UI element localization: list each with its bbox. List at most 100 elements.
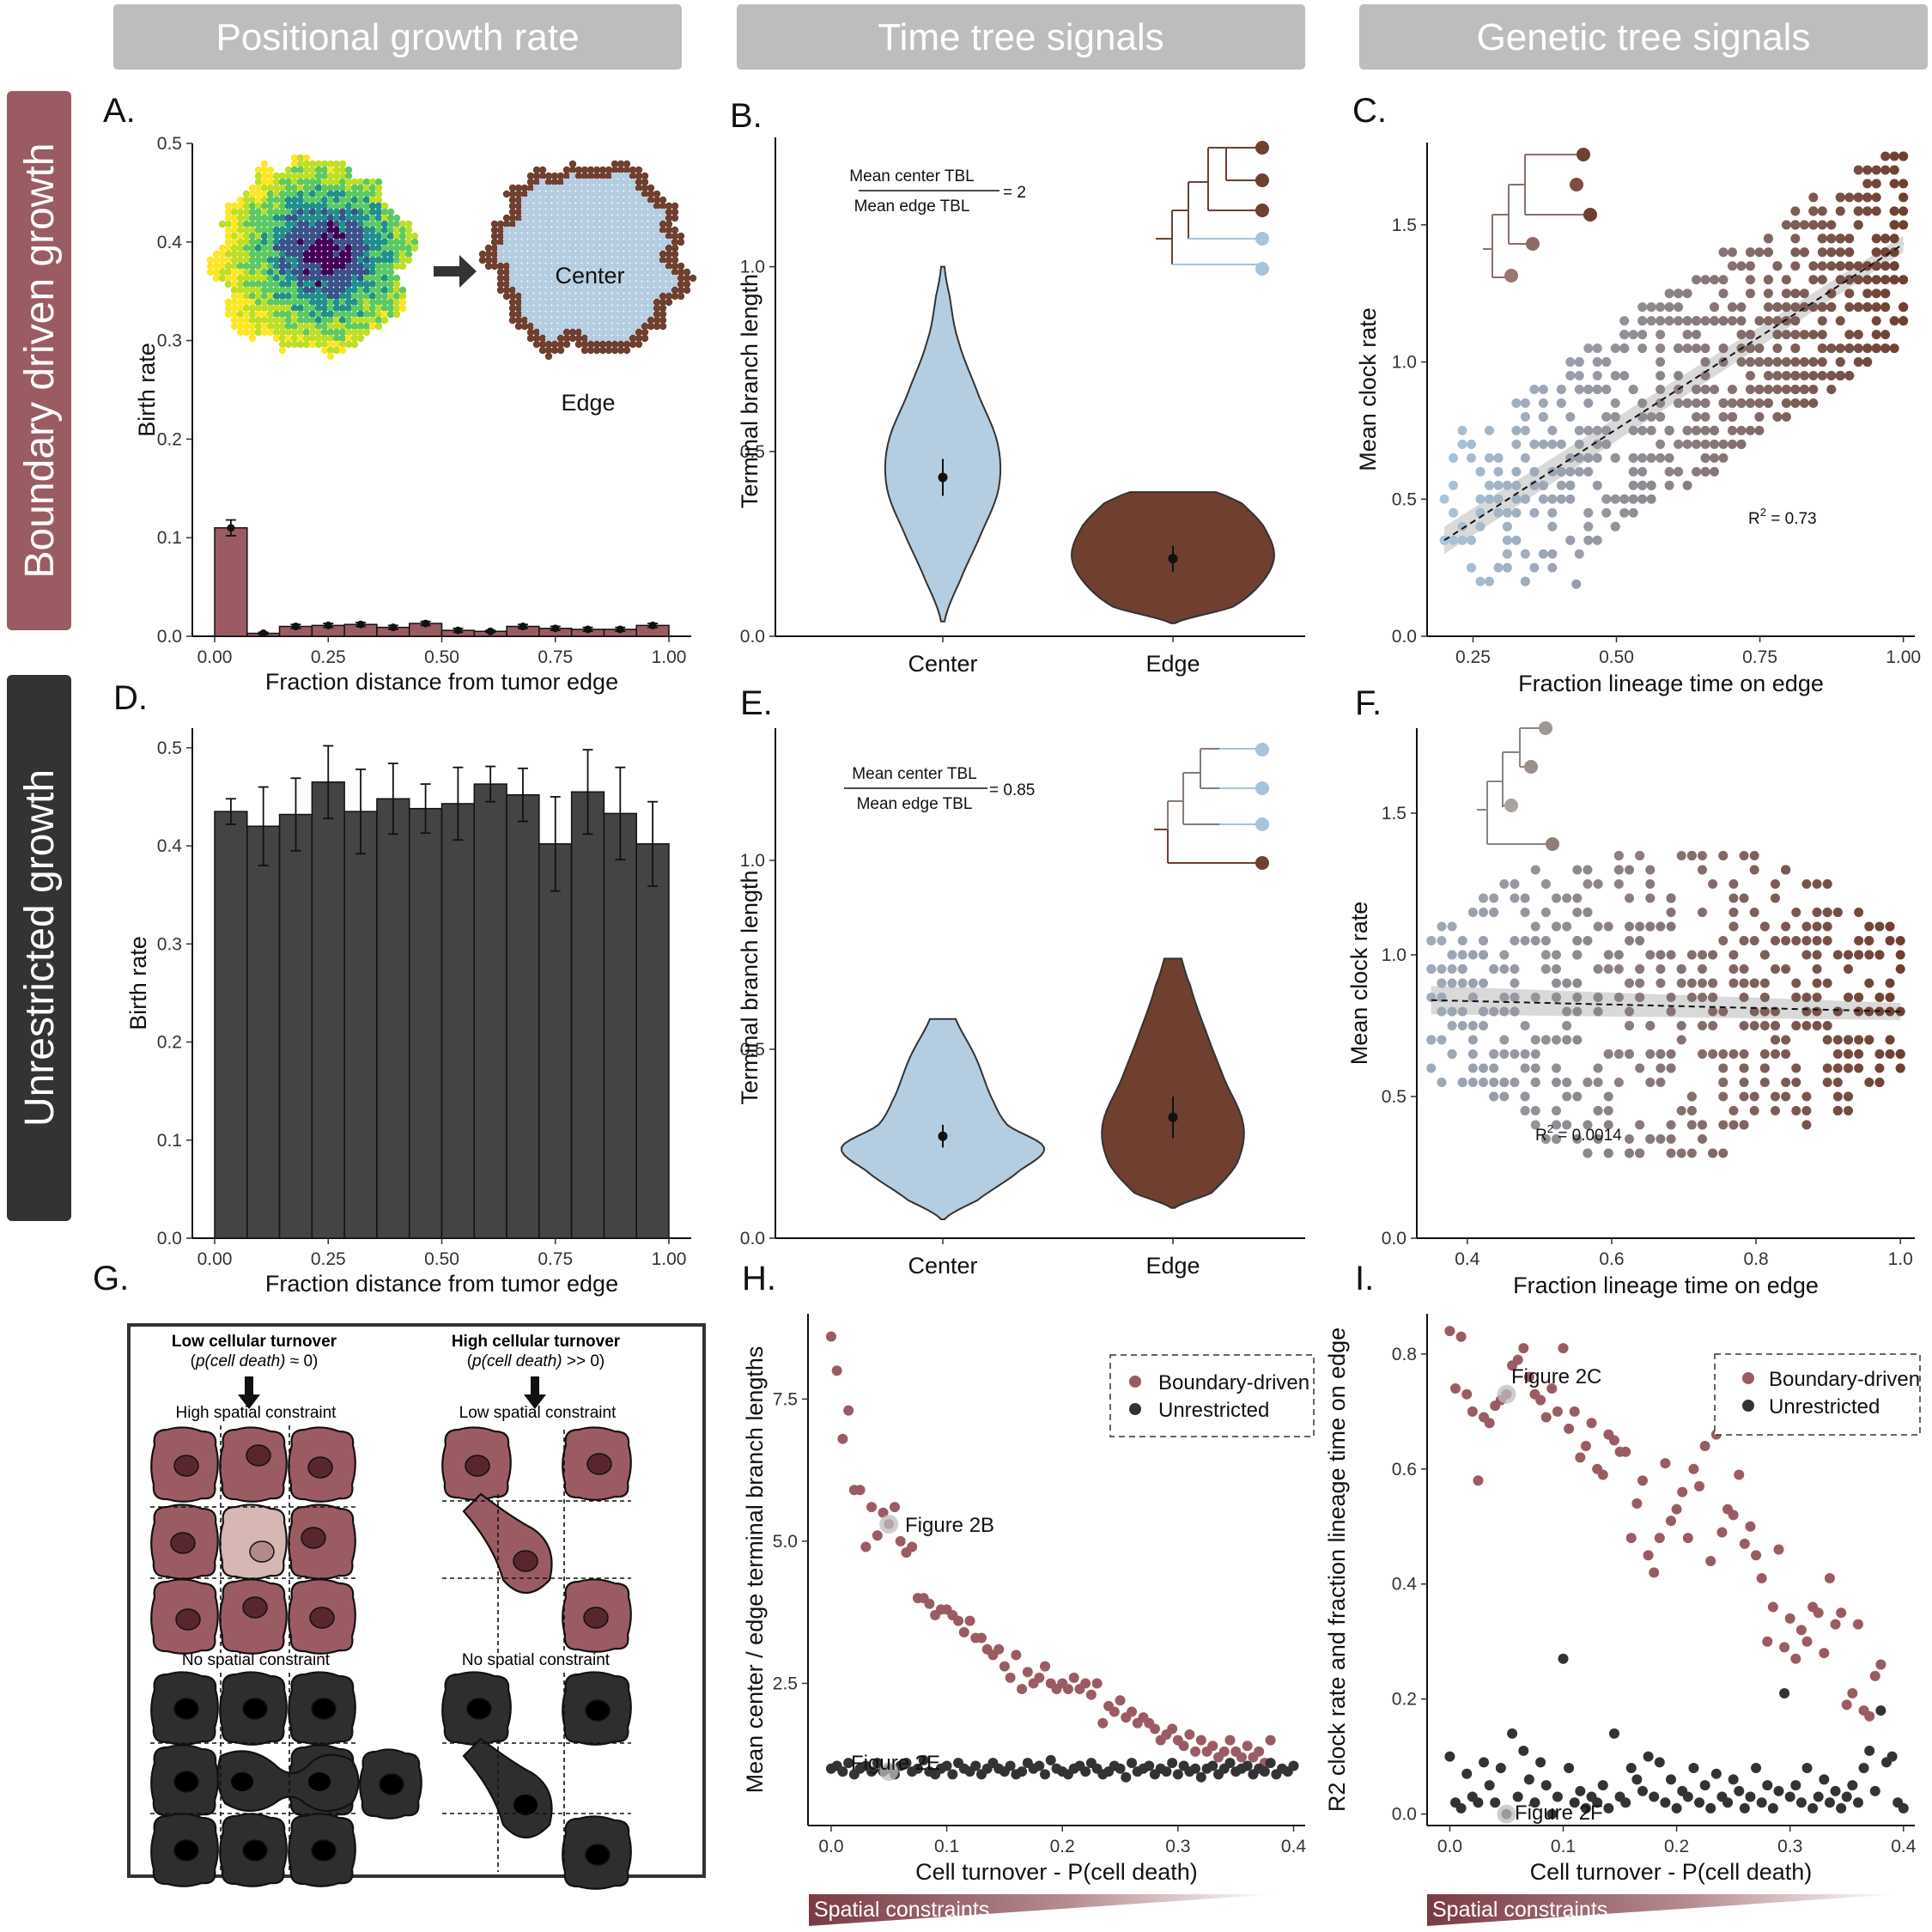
scatter-point	[1593, 1006, 1603, 1017]
tumor-cell	[290, 238, 299, 246]
tumor-cell	[380, 226, 389, 234]
boundary-point	[1484, 1418, 1495, 1429]
scatter-point	[1529, 562, 1540, 573]
tumor-cell	[568, 334, 577, 343]
tumor-cell	[350, 244, 359, 252]
scatter-point	[1547, 466, 1558, 477]
tumor-cell	[218, 268, 227, 276]
tumor-cell	[356, 238, 365, 246]
scatter-point	[1664, 302, 1674, 313]
tumor-cell	[526, 286, 535, 295]
chart-A-y-tick-label: 0.0	[157, 627, 182, 647]
category-label: Center	[908, 1253, 977, 1279]
tumor-cell	[254, 232, 263, 240]
scatter-point	[1880, 165, 1891, 175]
tumor-cell	[404, 220, 413, 228]
tumor-cell	[550, 226, 559, 234]
tree-icon-F	[1477, 721, 1559, 851]
unrestricted-point	[1699, 1780, 1710, 1791]
scatter-point	[1745, 330, 1755, 340]
scatter-point	[1885, 993, 1895, 1002]
boundary-point	[1080, 1678, 1091, 1689]
tumor-cell	[278, 226, 287, 234]
tumor-cell	[380, 262, 389, 270]
tumor-cell	[617, 202, 625, 210]
scatter-point	[1646, 453, 1656, 463]
scatter-point	[1682, 289, 1692, 299]
scatter-point	[1467, 993, 1478, 1002]
tumor-cell	[598, 298, 607, 307]
tumor-cell	[290, 304, 299, 313]
tumor-cell	[520, 268, 529, 276]
tumor-cell	[544, 268, 553, 276]
scatter-point	[1502, 480, 1512, 490]
tumor-cell	[580, 298, 589, 307]
tumor-cell	[326, 262, 335, 270]
tumor-cell	[665, 274, 673, 283]
tumor-cell	[484, 262, 493, 270]
tumor-cell	[617, 184, 625, 192]
scatter-point	[1727, 261, 1737, 271]
scatter-point	[1613, 1049, 1624, 1059]
tumor-cell	[514, 280, 523, 289]
tumor-cell	[308, 292, 317, 301]
bar	[506, 793, 540, 1239]
tumor-cell	[556, 292, 565, 301]
scatter-point	[1808, 220, 1819, 230]
tumor-cell	[332, 280, 341, 289]
unrestricted-point	[1523, 1774, 1534, 1785]
tumor-cell	[550, 232, 559, 240]
boundary-point	[1455, 1331, 1467, 1342]
tumor-cell	[362, 208, 371, 216]
tumor-cell	[586, 172, 595, 180]
tumor-cell	[350, 310, 359, 319]
tumor-cell	[260, 328, 269, 337]
tumor-cell	[230, 226, 239, 234]
tumor-cell	[623, 208, 631, 216]
tumor-cell	[368, 196, 377, 204]
scatter-point	[1562, 1021, 1572, 1030]
scatter-point	[1552, 1106, 1562, 1115]
tumor-cell	[617, 220, 625, 228]
tumor-cell	[350, 178, 359, 186]
tumor-cell	[338, 196, 347, 204]
tumor-cell	[296, 250, 305, 258]
cell-nucleus	[466, 1698, 492, 1720]
scatter-point	[1437, 964, 1447, 974]
tumor-cell	[586, 196, 595, 204]
legend-label-unrestricted: Unrestricted	[1158, 1399, 1269, 1422]
tumor-cell	[496, 286, 505, 295]
scatter-point	[1475, 466, 1485, 477]
boundary-point	[1512, 1354, 1523, 1365]
tumor-cell	[653, 322, 661, 331]
tumor-cell	[580, 328, 589, 337]
bar	[473, 783, 507, 1239]
boundary-point	[1608, 1435, 1619, 1446]
scatter-point	[1826, 385, 1837, 394]
scatter-point	[1728, 950, 1739, 960]
scatter-point	[1457, 521, 1467, 532]
scatter-point	[1832, 1063, 1843, 1073]
scatter-point	[1871, 234, 1881, 244]
tumor-cell	[574, 178, 583, 186]
tumor-cell	[308, 340, 317, 349]
tumor-cell	[544, 280, 553, 289]
tumor-cell	[236, 328, 245, 337]
scatter-point	[1530, 1049, 1540, 1059]
tumor-cell	[556, 232, 565, 240]
tumor-cell	[532, 244, 541, 252]
tumor-cell	[532, 202, 541, 210]
tumor-cell	[356, 334, 365, 343]
tumor-cell	[520, 286, 529, 295]
unrestricted-point	[1813, 1791, 1824, 1802]
scatter-point	[1759, 1078, 1770, 1087]
tumor-cell	[574, 244, 583, 252]
boundary-point	[1218, 1746, 1230, 1757]
tumor-cell	[635, 166, 643, 174]
chart-C-x-tick-label: 0.50	[1599, 647, 1634, 667]
scatter-point	[1889, 343, 1899, 354]
scatter-point	[1708, 1049, 1718, 1059]
tumor-cell	[326, 346, 335, 355]
tumor-cell	[254, 166, 263, 174]
tumor-cell	[562, 310, 571, 319]
